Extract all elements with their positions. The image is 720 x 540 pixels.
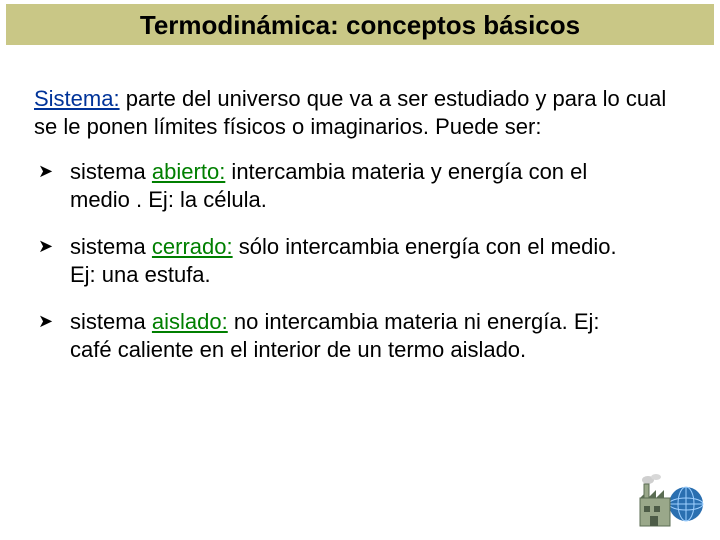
- slide: Termodinámica: conceptos básicos Sistema…: [0, 4, 720, 540]
- list-item: sistema abierto: intercambia materia y e…: [34, 158, 630, 213]
- slide-title: Termodinámica: conceptos básicos: [6, 10, 714, 41]
- item-keyword: cerrado:: [152, 234, 233, 259]
- title-bar: Termodinámica: conceptos básicos: [6, 4, 714, 45]
- factory-globe-icon: [634, 474, 704, 530]
- item-keyword: aislado:: [152, 309, 228, 334]
- intro-paragraph: Sistema: parte del universo que va a ser…: [34, 85, 686, 140]
- slide-body: Sistema: parte del universo que va a ser…: [0, 45, 720, 363]
- item-lead: sistema: [70, 159, 152, 184]
- bullet-list: sistema abierto: intercambia materia y e…: [34, 158, 686, 363]
- item-lead: sistema: [70, 309, 152, 334]
- list-item: sistema aislado: no intercambia materia …: [34, 308, 630, 363]
- item-keyword: abierto:: [152, 159, 225, 184]
- item-lead: sistema: [70, 234, 152, 259]
- intro-rest: parte del universo que va a ser estudiad…: [34, 86, 666, 139]
- list-item: sistema cerrado: sólo intercambia energí…: [34, 233, 630, 288]
- intro-term: Sistema:: [34, 86, 120, 111]
